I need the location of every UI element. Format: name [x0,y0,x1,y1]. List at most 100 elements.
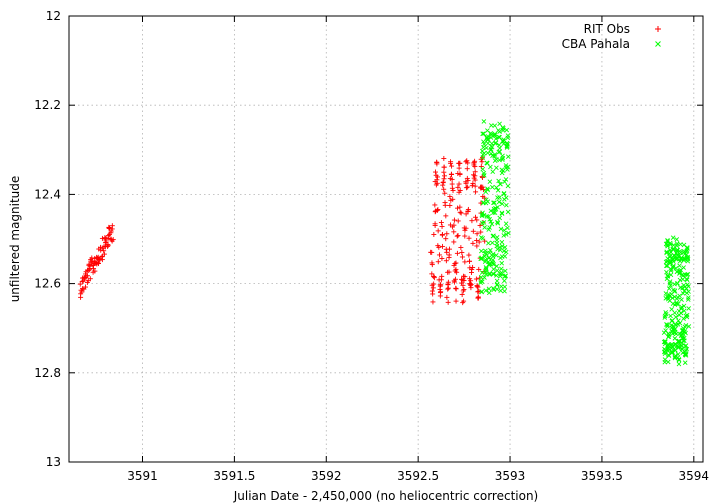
cba-pahala-point [682,360,688,366]
x-tick-label: 3593.5 [581,469,623,483]
rit-obs-point [468,269,474,275]
cba-pahala-point [502,268,508,274]
cba-pahala-point [500,126,506,131]
rit-obs-point [461,287,467,293]
rit-obs-point [451,279,457,285]
cba-pahala-point [487,217,493,222]
cba-pahala-point [498,181,503,187]
rit-obs-point [431,274,437,280]
cba-pahala-point [505,209,511,215]
cba-pahala-point [488,131,494,136]
cba-pahala-point [673,353,678,359]
rit-obs-point [432,222,438,228]
cba-pahala-point [674,243,680,248]
cba-pahala-point [482,248,488,254]
cba-pahala-point [487,250,492,256]
cba-pahala-point [504,202,509,208]
rit-obs-point [455,218,461,224]
rit-obs-point [478,229,484,235]
rit-obs-point [79,279,85,285]
cba-pahala-point [662,315,668,320]
rit-obs-point [465,184,471,190]
cba-pahala-point [504,127,510,133]
rit-obs-point [466,235,472,241]
cba-pahala-point [681,242,687,248]
rit-obs-point [431,275,437,281]
cba-pahala-point [664,249,670,255]
cba-pahala-point [686,306,692,311]
cba-pahala-point [666,352,671,358]
rit-obs-point [91,266,97,272]
cba-pahala-point [495,219,500,225]
x-tick-label: 3592.5 [397,469,439,483]
rit-obs-point [450,188,456,194]
rit-obs-point [449,185,455,191]
rit-obs-point [473,276,479,282]
cba-pahala-point [677,320,683,326]
cba-pahala-point [481,173,487,178]
cba-pahala-point [503,249,509,255]
cba-pahala-point [683,323,689,328]
cba-pahala-point [486,261,492,267]
cba-pahala-point [680,285,685,291]
rit-obs-point [460,282,466,288]
rit-obs-point [466,252,472,258]
cba-pahala-point [680,276,686,282]
rit-obs-point [84,273,90,279]
cba-pahala-point [502,284,508,290]
rit-obs-point [77,281,83,287]
rit-obs-point [457,209,463,215]
rit-obs-point [458,245,464,251]
cba-pahala-point [681,303,687,309]
cba-pahala-point [685,271,691,277]
rit-obs-point [472,183,478,189]
cba-pahala-point [667,261,673,266]
cba-pahala-point [684,277,690,283]
cba-pahala-point [666,286,672,291]
rit-obs-point [480,184,486,190]
rit-obs-point [429,271,435,277]
rit-obs-point [459,292,465,298]
rit-obs-point [470,240,476,246]
rit-obs-point [456,165,462,171]
cba-pahala-point [664,269,669,275]
rit-obs-point [101,251,107,257]
rit-obs-point [459,249,465,255]
cba-pahala-point [668,313,673,319]
rit-obs-point [434,207,440,213]
cba-pahala-point [490,169,496,175]
cba-pahala-point [481,119,487,124]
cba-pahala-point [675,352,681,357]
rit-obs-point [110,237,116,243]
rit-obs-point [452,261,458,267]
cba-pahala-point [485,160,490,166]
cba-pahala-point [479,248,484,254]
rit-obs-point [445,282,451,288]
rit-obs-point [97,244,103,250]
cba-pahala-point [669,318,675,323]
rit-obs-point [437,293,443,299]
rit-obs-point [472,214,478,220]
rit-obs-point [455,233,461,239]
rit-obs-point [474,231,480,237]
rit-obs-point [474,217,480,223]
rit-obs-point [441,169,447,175]
rit-obs-point [463,225,469,231]
rit-obs-point [108,230,114,236]
cba-pahala-point [680,291,686,296]
cba-pahala-point [492,123,498,128]
cba-pahala-point [670,295,675,301]
rit-obs-point [99,254,105,260]
rit-obs-point [441,164,447,170]
cba-pahala-point [678,310,684,316]
cba-pahala-point [505,183,511,189]
cba-pahala-point [505,167,510,172]
cba-pahala-point [493,136,499,142]
cba-pahala-point [681,335,687,341]
cba-pahala-point [500,153,505,159]
cba-pahala-point [502,288,507,294]
x-tick-label: 3591.5 [213,469,255,483]
cba-pahala-point [483,251,489,257]
cba-pahala-point [499,239,505,245]
